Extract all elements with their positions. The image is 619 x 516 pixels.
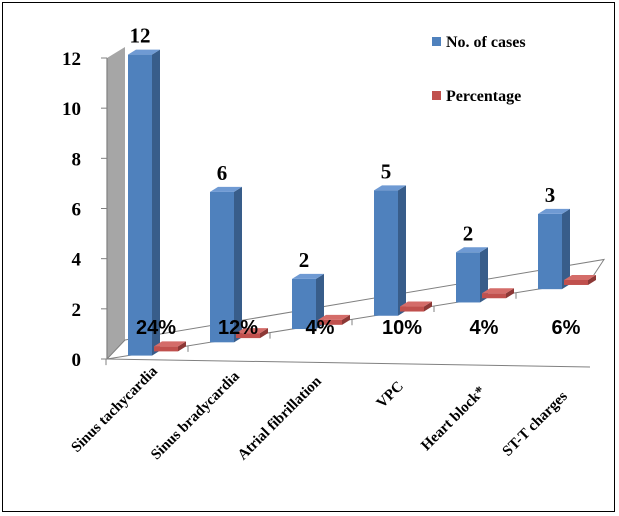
- data-label-cases: 2: [463, 221, 474, 245]
- data-label-percentage: 4%: [306, 317, 335, 339]
- legend-swatch-cases: [432, 37, 441, 46]
- legend-label-cases: No. of cases: [446, 34, 526, 51]
- y-tick-label: 12: [62, 49, 81, 70]
- y-tick-label: 10: [62, 99, 81, 120]
- y-tick-label: 2: [72, 300, 82, 321]
- bar-percentage: [400, 306, 424, 312]
- bar-cases: [456, 252, 480, 303]
- data-label-percentage: 12%: [218, 317, 258, 339]
- bar-cases: [292, 278, 316, 330]
- y-axis-ticks: 0 2 4 6 8 10 12: [62, 49, 107, 371]
- bar-percentage: [236, 333, 260, 339]
- category-label: Atrial fibrillation: [235, 373, 325, 463]
- bar-cases-side: [398, 185, 406, 316]
- bar-percentage: [564, 279, 588, 285]
- data-label-percentage: 6%: [552, 317, 581, 339]
- legend: No. of cases Percentage: [432, 34, 526, 105]
- data-label-cases: 5: [381, 159, 392, 183]
- bar-cases: [538, 213, 562, 290]
- category-label: ST-T charges: [500, 388, 571, 459]
- bar-cases: [374, 190, 398, 316]
- bar-percentage: [482, 293, 506, 299]
- bar-percentage: [318, 319, 342, 325]
- chart-frame: [2, 2, 615, 512]
- data-label-percentage: 4%: [470, 317, 499, 339]
- bar-percentage-side: [260, 328, 268, 339]
- bar-percentage-top: [564, 274, 596, 280]
- bar-percentage-top: [154, 341, 186, 347]
- bar-cases-side: [316, 273, 324, 330]
- bar-percentage-top: [236, 328, 268, 334]
- chart-walls: [105, 47, 606, 368]
- category-label: Sinus bradycardia: [148, 368, 243, 463]
- legend-swatch-percentage: [432, 91, 441, 100]
- data-label-cases: 2: [299, 248, 310, 272]
- bar-cases-top: [292, 273, 324, 279]
- bar-cases-top: [538, 208, 570, 214]
- bar-cases-side: [480, 247, 488, 303]
- bar-cases-side: [562, 208, 570, 290]
- bar-percentage-top: [318, 314, 350, 320]
- data-label-percentage: 10%: [382, 317, 422, 339]
- bar-cases-side: [234, 186, 242, 343]
- bar-cases-top: [210, 186, 242, 192]
- side-wall: [107, 47, 125, 359]
- bar-percentage-top: [400, 301, 432, 307]
- category-label: Sinus tachycardia: [68, 363, 161, 456]
- bar-percentage-side: [506, 288, 514, 299]
- bar-cases: [210, 191, 234, 343]
- data-label-percentage: 24%: [136, 317, 176, 339]
- data-label-cases: 6: [217, 161, 228, 185]
- y-tick-label: 6: [72, 200, 82, 221]
- bar-cases-top: [456, 247, 488, 253]
- bar-percentage: [154, 346, 178, 352]
- y-tick-label: 0: [72, 350, 82, 371]
- bar-percentage-side: [588, 274, 596, 285]
- data-label-cases: 12: [130, 24, 151, 48]
- bar-percentage-side: [424, 301, 432, 312]
- bar-cases-top: [128, 49, 160, 55]
- legend-label-percentage: Percentage: [446, 88, 521, 105]
- y-tick-label: 8: [72, 149, 82, 170]
- x-axis-line: [106, 358, 591, 368]
- category-label: Heart block*: [418, 384, 489, 455]
- bar-cases-side: [152, 49, 160, 356]
- bars: [128, 49, 596, 356]
- data-label-cases: 3: [545, 183, 556, 207]
- bar-cases: [128, 54, 152, 356]
- bar-cases-top: [374, 185, 406, 191]
- bar-percentage-side: [342, 314, 350, 325]
- bar-percentage-side: [178, 341, 186, 352]
- category-label: VPC: [374, 379, 407, 412]
- y-tick-label: 4: [72, 250, 82, 271]
- bar-percentage-top: [482, 288, 514, 294]
